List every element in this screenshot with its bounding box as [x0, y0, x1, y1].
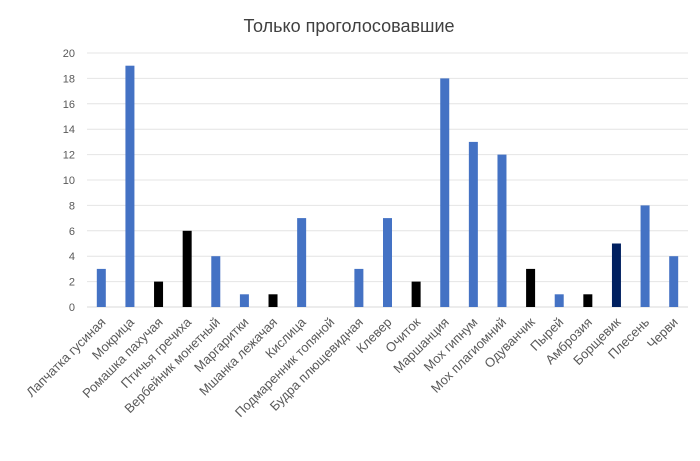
- y-tick-label: 2: [69, 277, 75, 289]
- bar: [182, 230, 192, 307]
- y-tick-label: 8: [69, 200, 75, 212]
- bar: [554, 294, 564, 307]
- bar: [211, 256, 221, 307]
- y-tick-label: 10: [63, 175, 75, 187]
- bar: [411, 281, 421, 307]
- bar: [297, 218, 307, 307]
- bar: [125, 65, 135, 307]
- y-tick-label: 12: [63, 150, 75, 162]
- chart-title: Только проголосовавшие: [243, 16, 454, 36]
- bar: [440, 78, 450, 308]
- y-tick-label: 16: [63, 99, 75, 111]
- bar: [583, 294, 593, 307]
- bar: [96, 268, 106, 307]
- y-tick-label: 4: [69, 251, 75, 263]
- y-tick-label: 14: [63, 124, 75, 136]
- y-tick-label: 6: [69, 226, 75, 238]
- bar: [268, 294, 278, 307]
- bar: [497, 154, 507, 307]
- bar: [354, 268, 364, 307]
- bar: [526, 268, 536, 307]
- bar: [468, 141, 478, 307]
- bar: [383, 218, 392, 307]
- x-tick-label: Черви: [644, 315, 681, 352]
- y-tick-label: 18: [63, 73, 75, 85]
- bar: [611, 243, 621, 307]
- y-tick-label: 20: [63, 48, 75, 60]
- y-tick-label: 0: [69, 302, 75, 314]
- bar: [154, 281, 164, 307]
- bar: [239, 294, 249, 307]
- bar: [669, 256, 679, 307]
- bar: [640, 205, 650, 307]
